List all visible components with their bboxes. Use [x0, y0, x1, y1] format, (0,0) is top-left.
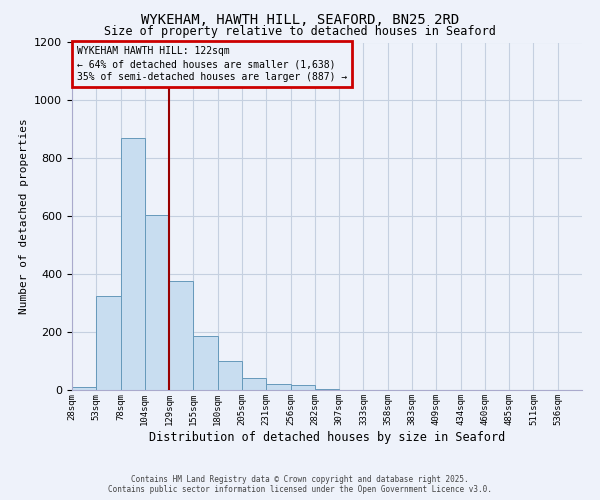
Bar [96, 296, 121, 390]
Bar [266, 384, 290, 390]
Bar [145, 215, 169, 390]
Bar [193, 336, 218, 390]
X-axis label: Distribution of detached houses by size in Seaford: Distribution of detached houses by size … [149, 430, 505, 444]
Bar [315, 388, 339, 390]
Bar [121, 138, 145, 390]
Y-axis label: Number of detached properties: Number of detached properties [19, 118, 29, 314]
Bar [72, 387, 96, 390]
Bar [242, 378, 266, 390]
Bar [218, 361, 242, 390]
Bar [290, 385, 315, 390]
Bar [169, 282, 193, 390]
Text: Size of property relative to detached houses in Seaford: Size of property relative to detached ho… [104, 25, 496, 38]
Text: Contains HM Land Registry data © Crown copyright and database right 2025.
Contai: Contains HM Land Registry data © Crown c… [108, 474, 492, 494]
Text: WYKEHAM, HAWTH HILL, SEAFORD, BN25 2RD: WYKEHAM, HAWTH HILL, SEAFORD, BN25 2RD [141, 12, 459, 26]
Text: WYKEHAM HAWTH HILL: 122sqm
← 64% of detached houses are smaller (1,638)
35% of s: WYKEHAM HAWTH HILL: 122sqm ← 64% of deta… [77, 46, 347, 82]
